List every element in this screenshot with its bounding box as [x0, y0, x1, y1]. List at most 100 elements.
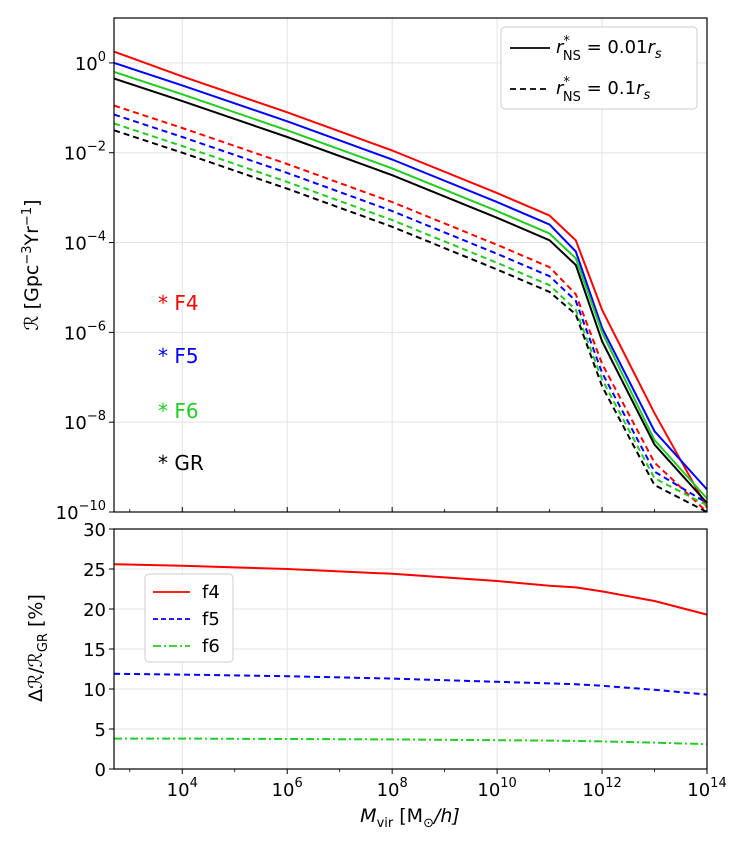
x-tick-label-base-0: 10 [167, 780, 190, 801]
top-series-line-6 [113, 122, 708, 507]
top-y-tick-label-2: 10−4 [64, 230, 106, 255]
x-tick-label-base-4: 10 [582, 780, 605, 801]
x-tick-label-exp-4: 12 [605, 776, 622, 791]
bottom-y-ticks: 0 5 10 15 20 25 30 [83, 520, 114, 781]
legend-dashed-label: r* NS = 0.1rs [556, 75, 650, 105]
x-axis-label-sun: ⊙ [423, 816, 434, 831]
top-y-tick-label-exp-5: −10 [79, 499, 106, 514]
x-tick-label-exp-5: 14 [710, 776, 727, 791]
bottom-y-tick-label-2: 10 [83, 680, 106, 701]
top-y-tick-label-base-3: 10 [64, 323, 87, 344]
x-tick-label-base-5: 10 [687, 780, 710, 801]
top-y-tick-label-0: 100 [75, 50, 106, 75]
x-tick-label-exp-2: 8 [399, 776, 407, 791]
top-y-tick-label-exp-3: −6 [87, 319, 106, 334]
x-axis-label-sub: vir [377, 816, 394, 831]
annotation-f5: * F5 [158, 344, 199, 368]
top-y-tick-label-exp-1: −2 [87, 140, 106, 155]
x-tick-label-base-3: 10 [477, 780, 500, 801]
legend-f5-label: f5 [202, 609, 220, 630]
top-y-tick-label-base-1: 10 [64, 144, 87, 165]
top-y-axis-label: ℛ [Gpc−3Yr−1] [20, 199, 43, 330]
legend-dashed-s: s [643, 88, 650, 103]
bottom-x-ticks: 104 106 108 1010 1012 1014 [129, 769, 727, 801]
bottom-y-tick-label-3: 15 [83, 640, 106, 661]
x-axis-label: Mvir [M⊙/h] [360, 805, 460, 831]
x-tick-label-exp-3: 10 [500, 776, 517, 791]
top-series-line-4 [113, 104, 708, 513]
top-y-tick-label-exp-0: 0 [98, 50, 106, 65]
top-series-line-7 [113, 129, 708, 513]
bottom-series-line-f6 [114, 737, 708, 746]
legend-solid-r: r [556, 37, 565, 58]
legend-solid-sub: NS [563, 49, 581, 64]
x-tick-label-3: 1010 [477, 776, 516, 801]
bottom-y-tick-label-1: 5 [95, 720, 106, 741]
legend-solid-value: = 0.01 [581, 37, 648, 58]
top-axes-frame [113, 17, 708, 513]
x-tick-label-2: 108 [377, 776, 408, 801]
bottom-y-axis-label-main: Δℛ/ℛ [25, 652, 47, 702]
x-axis-label-main: M [360, 805, 376, 827]
annotation-f4: * F4 [158, 291, 199, 315]
bottom-y-tick-label-5: 25 [83, 560, 106, 581]
x-tick-label-exp-1: 6 [295, 776, 303, 791]
bottom-y-axis-label-end: [%] [25, 594, 47, 633]
x-tick-label-base-1: 10 [272, 780, 295, 801]
top-y-tick-label-exp-4: −8 [87, 409, 106, 424]
top-legend: r* NS = 0.01rs r* NS = 0.1rs [500, 26, 698, 110]
x-tick-label-base-2: 10 [377, 780, 400, 801]
bottom-series-line-f4 [114, 563, 708, 616]
x-axis-label-unit: [M [393, 805, 423, 827]
top-y-tick-label-base-5: 10 [56, 503, 79, 524]
top-y-tick-label-base-2: 10 [64, 234, 87, 255]
x-tick-label-0: 104 [167, 776, 198, 801]
x-tick-label-exp-0: 4 [190, 776, 198, 791]
top-y-tick-label-5: 10−10 [56, 499, 106, 524]
legend-solid-sup: * [563, 34, 570, 49]
legend-dashed-sup: * [563, 75, 570, 90]
top-series-line-0 [113, 50, 708, 508]
annotation-gr: * GR [158, 451, 204, 475]
legend-solid-r2: r [648, 37, 657, 58]
legend-solid-s: s [655, 47, 662, 62]
legend-f4-label: f4 [202, 582, 220, 603]
bottom-y-tick-label-4: 20 [83, 600, 106, 621]
legend-solid-label: r* NS = 0.01rs [556, 34, 662, 64]
bottom-series-group [114, 563, 708, 746]
top-series-group [113, 50, 708, 513]
top-y-axis-label-sup2: −1 [20, 207, 35, 226]
x-tick-label-4: 1012 [582, 776, 621, 801]
bottom-y-axis-label-sub: GR [36, 633, 51, 652]
top-y-tick-label-1: 10−2 [64, 140, 106, 165]
bottom-legend-box [144, 573, 234, 663]
top-x-ticks [129, 507, 708, 512]
top-y-axis-label-sup: −3 [20, 246, 35, 265]
bottom-y-tick-label-6: 30 [83, 520, 106, 541]
x-tick-label-5: 1014 [687, 776, 726, 801]
legend-dashed-sub: NS [563, 90, 581, 105]
top-y-axis-label-end: ] [21, 199, 43, 206]
bottom-y-tick-label-0: 0 [95, 760, 106, 781]
top-y-tick-label-exp-2: −4 [87, 230, 106, 245]
top-series-line-3 [113, 77, 708, 504]
legend-dashed-r2: r [636, 78, 645, 99]
annotation-f6: * F6 [158, 399, 199, 423]
top-y-tick-label-base-4: 10 [64, 413, 87, 434]
bottom-series-line-f5 [114, 672, 708, 696]
top-y-axis-label-mid: Yr [21, 226, 43, 247]
bottom-y-axis-label: Δℛ/ℛGR [%] [25, 594, 51, 702]
top-y-tick-label-3: 10−6 [64, 319, 106, 344]
legend-dashed-value: = 0.1 [581, 78, 636, 99]
legend-dashed-r: r [556, 78, 565, 99]
top-series-line-1 [113, 61, 708, 491]
top-y-axis-label-main: ℛ [Gpc [21, 265, 43, 331]
top-y-tick-label-base-0: 10 [75, 54, 98, 75]
bottom-legend: f4 f5 f6 [144, 573, 234, 663]
x-tick-label-1: 106 [272, 776, 303, 801]
top-series-line-2 [113, 70, 708, 500]
